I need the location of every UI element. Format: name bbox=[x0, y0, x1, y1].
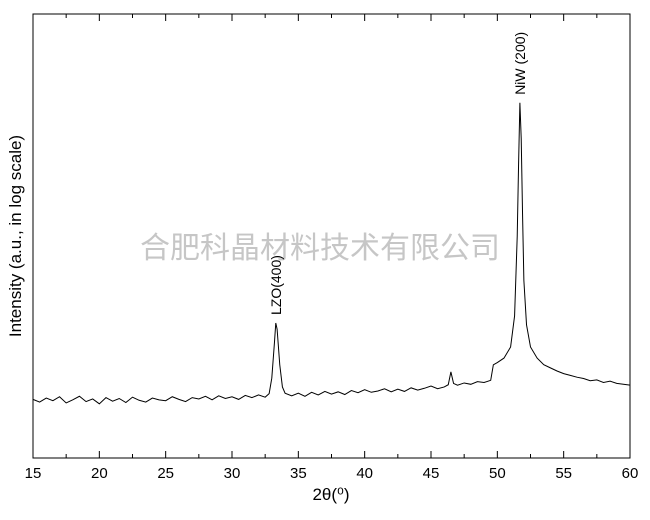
x-tick-label: 40 bbox=[356, 465, 373, 482]
x-tick-label: 45 bbox=[423, 465, 440, 482]
x-tick-label: 50 bbox=[489, 465, 506, 482]
xrd-line bbox=[32, 102, 631, 405]
y-axis-title: Intensity (a.u., in log scale) bbox=[6, 135, 25, 337]
peak-annotation: LZO(400) bbox=[268, 255, 284, 315]
peak-annotation: NiW (200) bbox=[512, 32, 528, 95]
x-tick-label: 15 bbox=[25, 465, 42, 482]
watermark: 合肥科晶材料技术有限公司 bbox=[140, 232, 500, 265]
x-tick-label: 20 bbox=[91, 465, 108, 482]
x-tick-label: 35 bbox=[290, 465, 307, 482]
x-tick-label: 30 bbox=[224, 465, 241, 482]
x-axis-title: 2θ(⁰) bbox=[312, 485, 349, 504]
x-tick-label: 60 bbox=[622, 465, 639, 482]
x-tick-label: 55 bbox=[555, 465, 572, 482]
x-tick-label: 25 bbox=[157, 465, 174, 482]
